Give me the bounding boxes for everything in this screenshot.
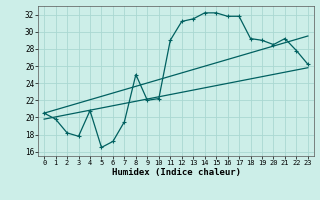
X-axis label: Humidex (Indice chaleur): Humidex (Indice chaleur) — [111, 168, 241, 177]
